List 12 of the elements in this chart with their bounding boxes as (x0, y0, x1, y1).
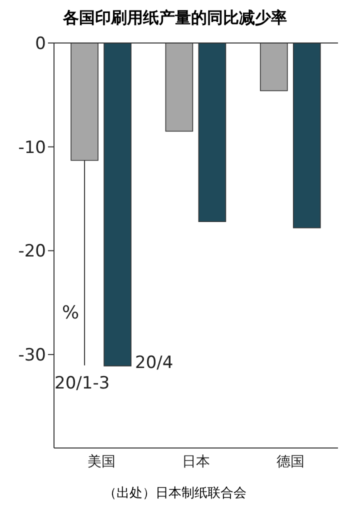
x-tick-label: 美国 (87, 454, 116, 470)
x-tick-label: 日本 (182, 454, 210, 470)
y-axis-title: % (62, 302, 80, 324)
text: 20/1-3 (54, 373, 110, 394)
y-tick-label: -20 (18, 242, 46, 262)
y-tick-label: -10 (18, 138, 46, 158)
series-label: 20/4 (135, 352, 174, 373)
x-tick-label: 德国 (276, 454, 305, 470)
y-tick-label: 0 (35, 34, 46, 54)
y-tick-label: -30 (18, 346, 46, 366)
chart-title: 各国印刷用纸产量的同比减少率 (62, 8, 288, 29)
text: （出处）日本制纸联合会 (102, 485, 248, 502)
